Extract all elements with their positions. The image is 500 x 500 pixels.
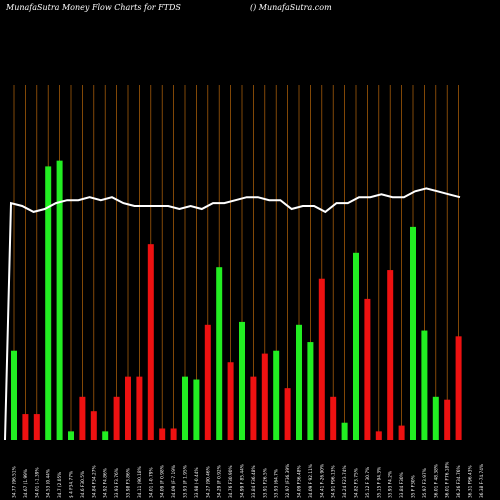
x-tick-label: 36.01 F 48.38% (433, 464, 439, 498)
x-tick-label: 34.01 (-1.39% (34, 467, 40, 498)
site-credit: () MunafaSutra.com (250, 3, 332, 12)
x-tick-label: 34.09 F36.48% (297, 465, 303, 498)
x-tick-label: 33.93 (F 1.95% (183, 465, 189, 498)
money-flow-bar (387, 270, 394, 440)
money-flow-bar (45, 166, 52, 440)
money-flow-bar (182, 376, 188, 440)
x-tick-label: 34.01 (-0.79% (148, 467, 154, 498)
x-tick-label: 34.6 F30.5% (80, 471, 86, 498)
x-tick-label: 32.97 (F36.39% (285, 464, 291, 498)
x-tick-label: 34.82 F3.75% (354, 468, 360, 498)
x-tick-label: 36.26 F34.76% (456, 465, 462, 498)
x-axis-labels: 34.77 (96.51% 34.67 (1.99% 34.01 (-1.39% 34… (12, 462, 485, 498)
money-flow-bar (193, 379, 200, 440)
money-flow-bar (432, 396, 439, 440)
x-tick-label: 36.31 F96.43% (468, 465, 474, 498)
money-flow-bar (113, 396, 120, 440)
money-flow-bar (296, 324, 302, 440)
x-tick-label: 34.24 F23.74% (342, 465, 348, 498)
x-tick-label: 35.97 F3.97% (422, 468, 428, 498)
money-flow-bar (421, 330, 428, 440)
money-flow-bar (318, 278, 325, 440)
x-tick-label: 36.38 F-74.74% (479, 464, 485, 498)
money-flow-bar (147, 244, 154, 440)
x-tick-label: 34.11 (90.18% (137, 466, 143, 498)
x-tick-label: 33.93 F3.76% (114, 468, 120, 498)
money-flow-bar (307, 342, 314, 440)
x-tick-label: 33.98 (-0.44% (194, 467, 200, 498)
x-tick-label: 33.91 F26.5% (262, 468, 268, 498)
money-flow-bar (410, 226, 416, 440)
x-tick-label: 35.15 F 94.3% (376, 467, 382, 498)
x-tick-label: 34.99 F 85.44% (240, 464, 246, 498)
money-flow-bar (216, 267, 223, 440)
money-flow-bar (227, 362, 234, 440)
money-flow-bars (11, 160, 462, 440)
x-tick-label: 35 F F30% (411, 475, 417, 498)
x-tick-label: 33.98 F3.86% (126, 468, 132, 498)
money-flow-bar (56, 160, 63, 440)
money-flow-bar (353, 252, 359, 440)
x-tick-label: 34.41 F-26.90% (319, 464, 325, 498)
x-tick-label: 33.93 (64.7% (274, 469, 280, 498)
money-flow-bar (102, 431, 109, 440)
money-flow-bar (159, 428, 166, 440)
money-flow-bar (261, 353, 268, 440)
money-flow-bar (68, 431, 74, 440)
x-tick-label: 34.09 (F 0.98% (160, 465, 166, 498)
x-tick-label: 34.84 F34.27% (91, 465, 97, 498)
money-flow-bar (239, 321, 245, 440)
money-flow-bar (170, 428, 177, 440)
x-tick-label: 36.01 F F76.18% (445, 462, 451, 498)
x-tick-label: 33.84 F36.48% (251, 465, 257, 498)
x-tick-label: 34.91 F96.13% (331, 465, 337, 498)
x-tick-label: 34.76 F30.90% (228, 465, 234, 498)
money-flow-bar (330, 396, 337, 440)
x-tick-label: 34.67 (1.99% (23, 469, 29, 498)
x-tick-label: 34.7 (2.05% (57, 472, 63, 498)
x-tick-label: 34.77 (96.51% (12, 466, 18, 498)
x-tick-label: 35.12 F 30.7% (365, 467, 371, 498)
money-flow-bar (375, 431, 382, 440)
money-flow-bar (364, 298, 371, 440)
x-tick-label: 34.29 (F 0.92% (217, 465, 223, 498)
money-flow-bar (11, 350, 17, 440)
x-tick-label: 33.93 F4.2% (388, 471, 394, 498)
money-flow-bar (22, 414, 29, 440)
money-flow-bar (455, 336, 462, 440)
x-tick-label: 34.27 (90.46% (205, 466, 211, 498)
x-tick-label: 34.92 F4.86% (103, 468, 109, 498)
money-flow-bar (204, 324, 211, 440)
chart-title: MunafaSutra Money Flow Charts for FTDS (6, 3, 181, 12)
money-flow-bar (284, 388, 291, 440)
x-tick-label: 34.09 F 92.11% (308, 464, 314, 498)
money-flow-bar (125, 376, 131, 440)
price-line (4, 187, 461, 441)
x-tick-label: 33.84 F30% (399, 472, 405, 498)
money-flow-bar (250, 376, 257, 440)
money-flow-bar (444, 399, 451, 440)
money-flow-bar (33, 414, 40, 440)
x-tick-label: $ 4 F34.77% (69, 471, 75, 498)
money-flow-bar (398, 425, 405, 440)
money-flow-bar (136, 376, 143, 440)
money-flow-bar (90, 411, 97, 440)
money-flow-bar (79, 396, 86, 440)
x-tick-label: 34.09 (F-7.19% (171, 465, 177, 498)
x-tick-label: 34.53 (0.44% (46, 469, 52, 498)
money-flow-bar (273, 350, 280, 440)
money-flow-bar (341, 422, 348, 440)
